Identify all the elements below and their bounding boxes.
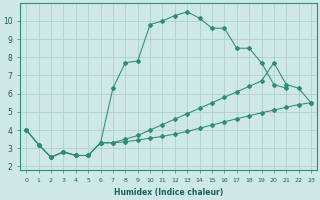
X-axis label: Humidex (Indice chaleur): Humidex (Indice chaleur) — [114, 188, 223, 197]
